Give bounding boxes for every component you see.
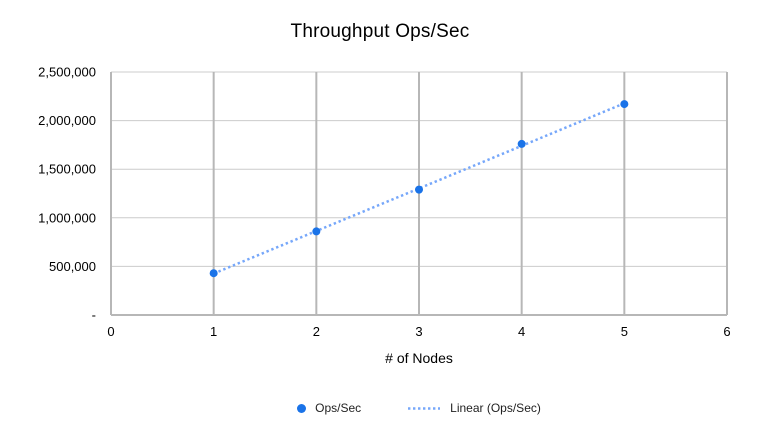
x-tick-label: 0	[107, 324, 114, 339]
x-tick-label: 3	[415, 324, 422, 339]
legend-item-ops-sec[interactable]: Ops/Sec	[297, 401, 361, 415]
y-tick-label: -	[92, 308, 96, 323]
x-tick-label: 6	[723, 324, 730, 339]
y-tick-label: 1,500,000	[38, 162, 96, 177]
y-tick-label: 500,000	[49, 259, 96, 274]
x-tick-label: 2	[313, 324, 320, 339]
x-axis-title: # of Nodes	[385, 350, 453, 366]
chart-legend: Ops/Sec Linear (Ops/Sec)	[111, 398, 727, 418]
data-point[interactable]	[517, 139, 526, 148]
series-dot-icon	[297, 403, 307, 413]
legend-item-linear[interactable]: Linear (Ops/Sec)	[407, 401, 541, 415]
x-tick-label: 4	[518, 324, 525, 339]
chart-title: Throughput Ops/Sec	[290, 21, 470, 42]
data-point[interactable]	[312, 227, 321, 236]
data-point[interactable]	[620, 100, 629, 109]
trendline[interactable]	[213, 102, 625, 275]
data-point[interactable]	[209, 269, 218, 278]
y-tick-label: 1,000,000	[38, 210, 96, 225]
trendline-dash-icon	[408, 406, 441, 410]
x-tick-label: 1	[210, 324, 217, 339]
x-tick-label: 5	[621, 324, 628, 339]
y-tick-label: 2,500,000	[38, 65, 96, 80]
legend-label-linear: Linear (Ops/Sec)	[450, 401, 541, 415]
throughput-chart-plot: - 500,000 1,000,000 1,500,000 2,000,000 2,500…	[38, 65, 730, 367]
y-tick-label: 2,000,000	[38, 113, 96, 128]
legend-label-ops-sec: Ops/Sec	[315, 401, 362, 415]
data-point[interactable]	[415, 185, 423, 194]
